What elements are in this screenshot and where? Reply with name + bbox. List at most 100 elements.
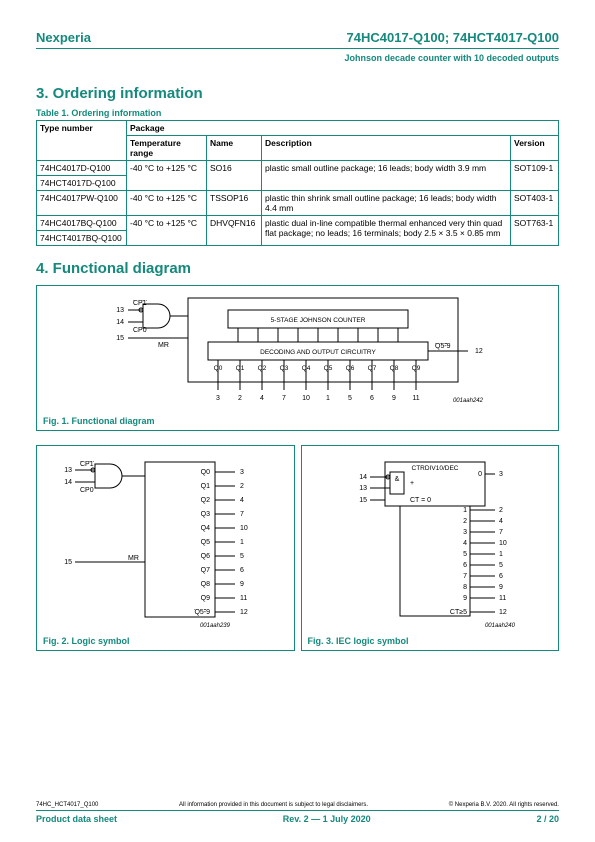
footer-right: 2 / 20 bbox=[536, 814, 559, 824]
svg-text:001aah239: 001aah239 bbox=[200, 623, 231, 629]
svg-text:CT = 0: CT = 0 bbox=[410, 497, 431, 504]
svg-text:001aah242: 001aah242 bbox=[452, 398, 483, 404]
svg-text:14: 14 bbox=[64, 479, 72, 486]
svg-text:11: 11 bbox=[412, 395, 419, 402]
section-ordering: 3. Ordering information bbox=[36, 85, 559, 102]
svg-text:9: 9 bbox=[392, 395, 396, 402]
svg-text:5-STAGE JOHNSON COUNTER: 5-STAGE JOHNSON COUNTER bbox=[270, 317, 365, 324]
svg-text:13: 13 bbox=[64, 467, 72, 474]
th-ver: Version bbox=[511, 136, 559, 161]
svg-text:&: & bbox=[394, 476, 399, 483]
svg-text:8: 8 bbox=[463, 584, 467, 591]
figure-2-box: Q03Q12Q24Q37Q410Q51Q65Q76Q89Q911Q5-912 1… bbox=[36, 445, 295, 651]
fig2-caption: Fig. 2. Logic symbol bbox=[43, 636, 288, 646]
svg-text:2: 2 bbox=[499, 507, 503, 514]
svg-text:Q7: Q7 bbox=[367, 365, 376, 372]
footer-copy: © Nexperia B.V. 2020. All rights reserve… bbox=[449, 802, 559, 808]
svg-text:15: 15 bbox=[116, 335, 124, 342]
svg-text:Q8: Q8 bbox=[389, 365, 398, 372]
svg-text:1: 1 bbox=[326, 395, 330, 402]
svg-text:2: 2 bbox=[240, 483, 244, 490]
svg-text:9: 9 bbox=[240, 581, 244, 588]
svg-text:10: 10 bbox=[499, 540, 507, 547]
svg-text:4: 4 bbox=[463, 540, 467, 547]
th-type: Type number bbox=[37, 121, 127, 161]
svg-text:Q4: Q4 bbox=[201, 525, 210, 532]
svg-text:2: 2 bbox=[463, 518, 467, 525]
svg-text:Q9: Q9 bbox=[201, 595, 210, 602]
svg-text:7: 7 bbox=[499, 529, 503, 536]
th-package: Package bbox=[127, 121, 559, 136]
brand: Nexperia bbox=[36, 30, 91, 45]
svg-text:Q6: Q6 bbox=[201, 553, 210, 560]
svg-text:Q3: Q3 bbox=[279, 365, 288, 372]
svg-text:6: 6 bbox=[370, 395, 374, 402]
iec-logic-symbol: CTRDIV10/DEC 14 & 13 + 15 CT = 0 001aah2… bbox=[315, 452, 545, 632]
svg-text:13: 13 bbox=[116, 307, 124, 314]
svg-text:Q1: Q1 bbox=[235, 365, 244, 372]
svg-text:CP1: CP1 bbox=[80, 461, 94, 468]
svg-text:Q2: Q2 bbox=[257, 365, 266, 372]
svg-text:10: 10 bbox=[240, 525, 248, 532]
svg-text:9: 9 bbox=[499, 584, 503, 591]
svg-text:6: 6 bbox=[463, 562, 467, 569]
svg-text:15: 15 bbox=[359, 497, 367, 504]
svg-text:5: 5 bbox=[499, 562, 503, 569]
svg-text:0: 0 bbox=[478, 471, 482, 478]
svg-text:6: 6 bbox=[240, 567, 244, 574]
svg-text:3: 3 bbox=[463, 529, 467, 536]
section-functional: 4. Functional diagram bbox=[36, 260, 559, 277]
svg-text:Q8: Q8 bbox=[201, 581, 210, 588]
svg-text:2: 2 bbox=[238, 395, 242, 402]
svg-text:1: 1 bbox=[240, 539, 244, 546]
svg-text:13: 13 bbox=[359, 485, 367, 492]
table-row: 74HC4017D-Q100 -40 °C to +125 °C SO16 pl… bbox=[37, 161, 559, 176]
svg-text:Q0: Q0 bbox=[201, 469, 210, 476]
svg-text:Q5-9: Q5-9 bbox=[435, 343, 451, 350]
svg-text:14: 14 bbox=[359, 474, 367, 481]
table-row: 74HC4017BQ-Q100 -40 °C to +125 °C DHVQFN… bbox=[37, 216, 559, 231]
svg-text:12: 12 bbox=[240, 609, 248, 616]
svg-text:Q6: Q6 bbox=[345, 365, 354, 372]
footer-left: Product data sheet bbox=[36, 814, 117, 824]
svg-text:7: 7 bbox=[282, 395, 286, 402]
svg-text:1: 1 bbox=[463, 507, 467, 514]
svg-text:CP1: CP1 bbox=[133, 300, 147, 307]
footer-disclaim: All information provided in this documen… bbox=[179, 802, 368, 808]
svg-text:7: 7 bbox=[463, 573, 467, 580]
svg-text:Q1: Q1 bbox=[201, 483, 210, 490]
functional-diagram: 13 14 15 CP1 CP0 MR 5-STAGE JOHNSON COUN… bbox=[98, 292, 498, 412]
svg-text:Q5: Q5 bbox=[201, 539, 210, 546]
svg-text:4: 4 bbox=[260, 395, 264, 402]
svg-text:10: 10 bbox=[302, 395, 310, 402]
figure-3-box: CTRDIV10/DEC 14 & 13 + 15 CT = 0 001aah2… bbox=[301, 445, 560, 651]
th-name: Name bbox=[207, 136, 262, 161]
page-header: Nexperia 74HC4017-Q100; 74HCT4017-Q100 bbox=[36, 30, 559, 49]
logic-symbol: Q03Q12Q24Q37Q410Q51Q65Q76Q89Q911Q5-912 1… bbox=[50, 452, 280, 632]
svg-text:Q0: Q0 bbox=[213, 365, 222, 372]
svg-text:Q2: Q2 bbox=[201, 497, 210, 504]
svg-text:15: 15 bbox=[64, 559, 72, 566]
svg-text:6: 6 bbox=[499, 573, 503, 580]
svg-text:Q7: Q7 bbox=[201, 567, 210, 574]
svg-text:5: 5 bbox=[463, 551, 467, 558]
svg-text:9: 9 bbox=[463, 595, 467, 602]
svg-text:4: 4 bbox=[499, 518, 503, 525]
svg-text:14: 14 bbox=[116, 319, 124, 326]
svg-text:Q5-9: Q5-9 bbox=[195, 609, 211, 616]
svg-text:12: 12 bbox=[499, 609, 507, 616]
svg-text:DECODING AND OUTPUT CIRCUITRY: DECODING AND OUTPUT CIRCUITRY bbox=[260, 349, 376, 356]
footer-center: Rev. 2 — 1 July 2020 bbox=[283, 814, 371, 824]
figure-1-box: 13 14 15 CP1 CP0 MR 5-STAGE JOHNSON COUN… bbox=[36, 285, 559, 431]
table-row: 74HC4017PW-Q100 -40 °C to +125 °C TSSOP1… bbox=[37, 191, 559, 216]
svg-text:Q9: Q9 bbox=[411, 365, 420, 372]
svg-text:Q4: Q4 bbox=[301, 365, 310, 372]
ordering-table: Type number Package Temperature range Na… bbox=[36, 120, 559, 246]
svg-text:3: 3 bbox=[216, 395, 220, 402]
fig1-caption: Fig. 1. Functional diagram bbox=[43, 416, 552, 426]
table-caption: Table 1. Ordering information bbox=[36, 108, 559, 118]
th-temp: Temperature range bbox=[127, 136, 207, 161]
svg-text:4: 4 bbox=[240, 497, 244, 504]
svg-text:Q5: Q5 bbox=[323, 365, 332, 372]
svg-text:1: 1 bbox=[499, 551, 503, 558]
